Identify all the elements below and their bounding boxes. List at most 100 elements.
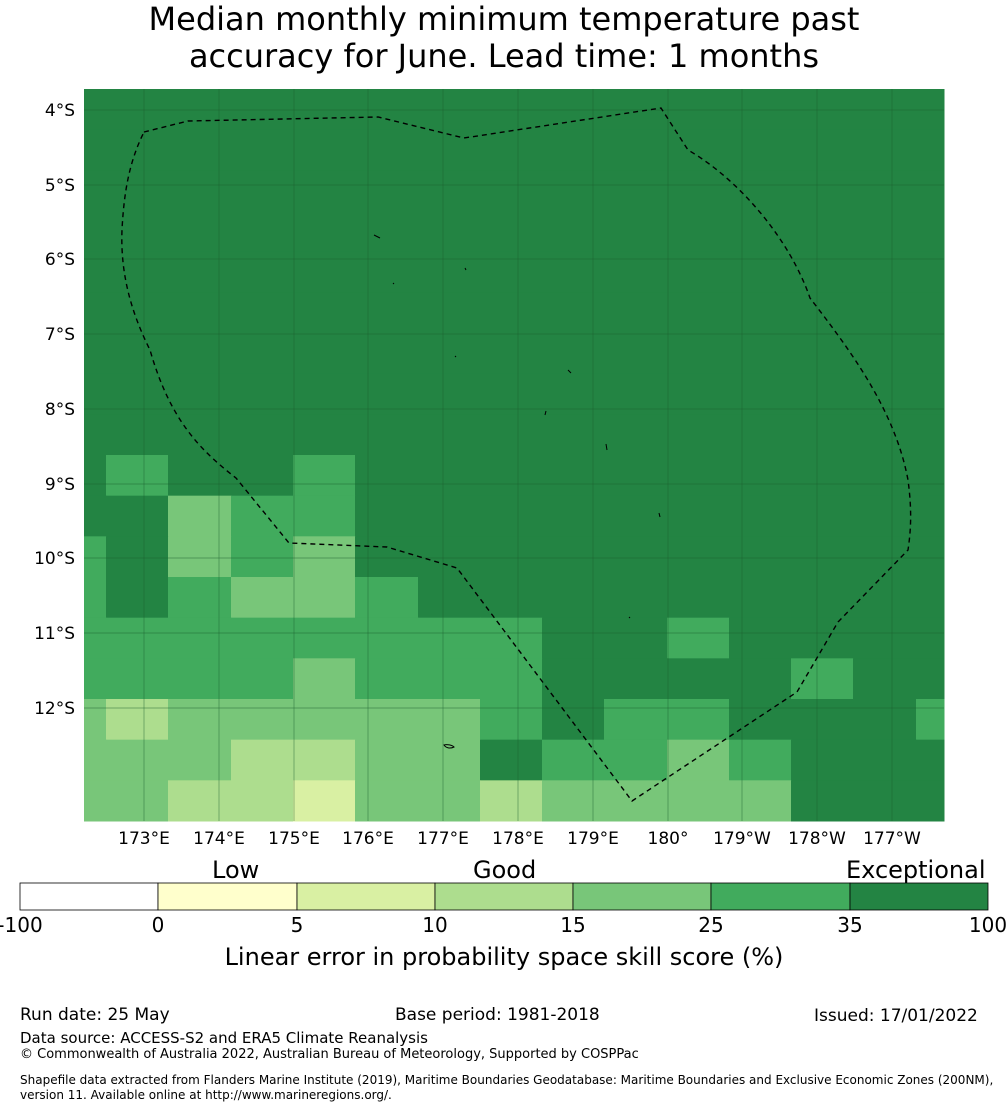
skill-cell: [853, 536, 917, 578]
skill-cell: [729, 658, 792, 700]
category-low: Low: [212, 856, 260, 884]
shapefile-credit-line-2: version 11. Available online at http://w…: [20, 1088, 392, 1102]
skill-cell: [542, 170, 605, 212]
skill-cell: [418, 211, 481, 253]
longitude-label: 180°: [648, 829, 689, 849]
skill-cell: [916, 536, 945, 578]
skill-cell: [168, 495, 232, 537]
skill-cell: [168, 89, 232, 131]
skill-cell: [355, 414, 419, 456]
island: [443, 744, 455, 749]
skill-cell: [168, 414, 232, 456]
longitude-label: 175°E: [268, 829, 320, 849]
skill-cell: [480, 780, 543, 822]
skill-cell: [106, 373, 169, 415]
skill-cell: [542, 455, 605, 497]
skill-cell: [231, 536, 294, 578]
skill-cell: [667, 333, 730, 375]
skill-cell: [667, 536, 730, 578]
copyright: © Commonwealth of Australia 2022, Austra…: [20, 1047, 639, 1062]
skill-cell: [106, 536, 169, 578]
skill-cell: [604, 89, 668, 131]
skill-cell: [916, 739, 945, 781]
skill-cell: [231, 89, 294, 131]
skill-cell: [84, 129, 107, 171]
skill-cell: [729, 333, 792, 375]
skill-cell: [293, 495, 356, 537]
skill-cell: [729, 617, 792, 659]
latitude-label: 6°S: [45, 250, 75, 270]
skill-cell: [480, 699, 543, 741]
colorbar-label: Linear error in probability space skill …: [224, 943, 784, 971]
skill-cell: [791, 89, 854, 131]
island: [464, 267, 467, 271]
skill-cell: [84, 251, 107, 293]
skill-cell: [231, 333, 294, 375]
skill-cell: [916, 373, 945, 415]
skill-cell: [480, 658, 543, 700]
skill-cell: [418, 292, 481, 334]
skill-cell: [84, 170, 107, 212]
skill-cell: [916, 211, 945, 253]
skill-cell: [106, 495, 169, 537]
longitude-label: 174°E: [193, 829, 245, 849]
skill-cell: [542, 658, 605, 700]
skill-cell: [293, 699, 356, 741]
latitude-label: 12°S: [34, 699, 75, 719]
skill-cell: [418, 658, 481, 700]
skill-cell: [916, 658, 945, 700]
skill-cell: [418, 251, 481, 293]
skill-cell: [667, 414, 730, 456]
skill-cell: [231, 251, 294, 293]
skill-cell: [729, 699, 792, 741]
skill-cell: [916, 455, 945, 497]
skill-cell: [916, 617, 945, 659]
skill-cell: [604, 455, 668, 497]
skill-cell: [293, 617, 356, 659]
skill-cell: [542, 333, 605, 375]
island: [658, 512, 661, 518]
skill-cell: [916, 251, 945, 293]
skill-cell: [355, 455, 419, 497]
skill-cell: [480, 211, 543, 253]
skill-cell: [604, 373, 668, 415]
longitude-label: 179°W: [713, 829, 771, 849]
skill-cell: [84, 89, 107, 131]
skill-cell: [604, 699, 668, 741]
skill-cell: [418, 170, 481, 212]
skill-cell: [231, 739, 294, 781]
skill-cell: [480, 414, 543, 456]
skill-cell: [293, 373, 356, 415]
skill-cell: [106, 89, 169, 131]
skill-cell: [604, 211, 668, 253]
skill-cell: [667, 373, 730, 415]
skill-cell: [84, 699, 107, 741]
skill-cell: [729, 577, 792, 619]
skill-cell: [604, 292, 668, 334]
skill-cell: [480, 333, 543, 375]
skill-cell: [604, 617, 668, 659]
skill-cell: [355, 251, 419, 293]
skill-cell: [542, 536, 605, 578]
skill-cell: [916, 89, 945, 131]
skill-cell: [168, 577, 232, 619]
skill-cell: [106, 292, 169, 334]
skill-cell: [542, 89, 605, 131]
chart-title-line-1: Median monthly minimum temperature past: [148, 0, 860, 38]
skill-cell: [355, 333, 419, 375]
skill-cell: [106, 577, 169, 619]
skill-cell: [168, 617, 232, 659]
skill-cell: [667, 89, 730, 131]
skill-cell: [293, 292, 356, 334]
skill-cell: [480, 617, 543, 659]
colorbar: [19, 882, 989, 911]
colorbar-tick: 15: [560, 913, 586, 937]
latitude-labels: 4°S 5°S 6°S 7°S 8°S 9°S 10°S 11°S 12°S: [34, 101, 75, 719]
island: [628, 616, 631, 619]
chart-title-line-2: accuracy for June. Lead time: 1 months: [188, 37, 820, 75]
skill-cell: [231, 292, 294, 334]
eez-boundary: [121, 107, 912, 802]
skill-cell: [84, 211, 107, 253]
run-date: Run date: 25 May: [20, 1005, 170, 1025]
skill-cell: [916, 414, 945, 456]
